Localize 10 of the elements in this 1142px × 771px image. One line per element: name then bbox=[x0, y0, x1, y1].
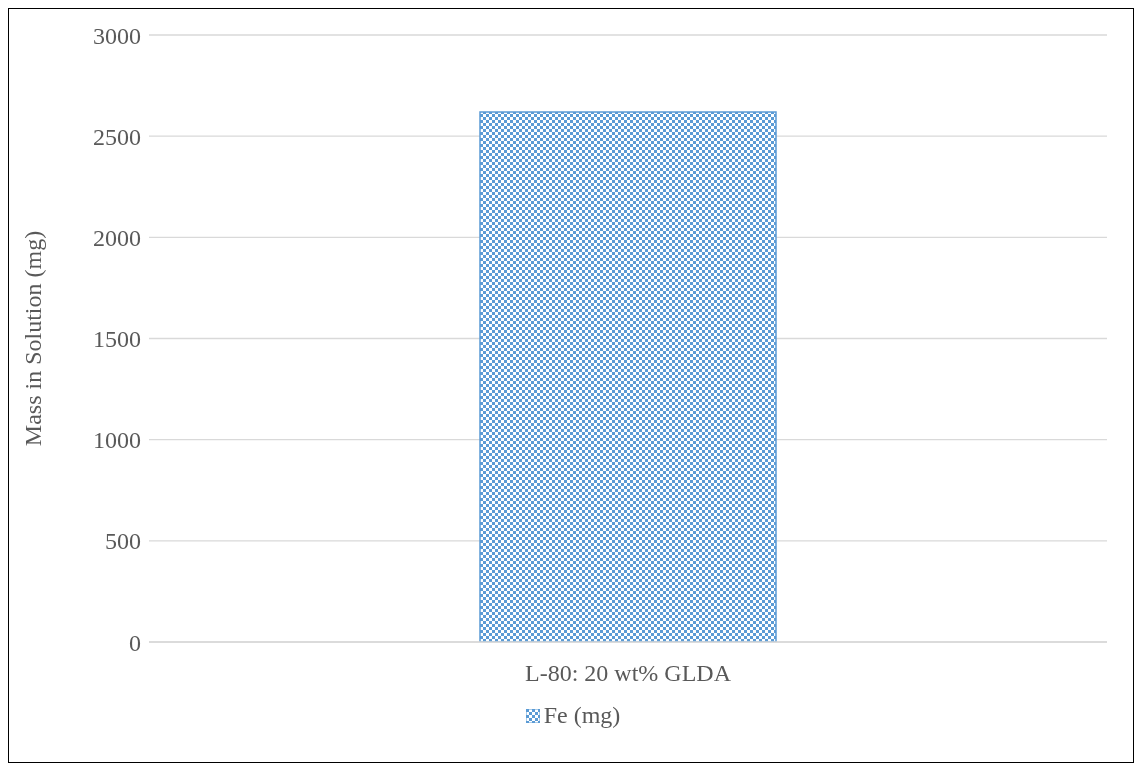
y-tick-label: 2000 bbox=[93, 224, 141, 251]
legend-label: Fe (mg) bbox=[542, 702, 621, 729]
y-tick-label: 1500 bbox=[93, 326, 141, 353]
y-tick-label: 3000 bbox=[93, 22, 141, 49]
y-tick-label: 1000 bbox=[93, 427, 141, 454]
y-tick-label: 500 bbox=[105, 528, 141, 555]
y-tick-label: 0 bbox=[129, 629, 141, 656]
x-tick-label: L-80: 20 wt% GLDA bbox=[525, 660, 732, 687]
y-tick-label: 2500 bbox=[93, 123, 141, 150]
y-axis-title: Mass in Solution (mg) bbox=[19, 230, 46, 447]
